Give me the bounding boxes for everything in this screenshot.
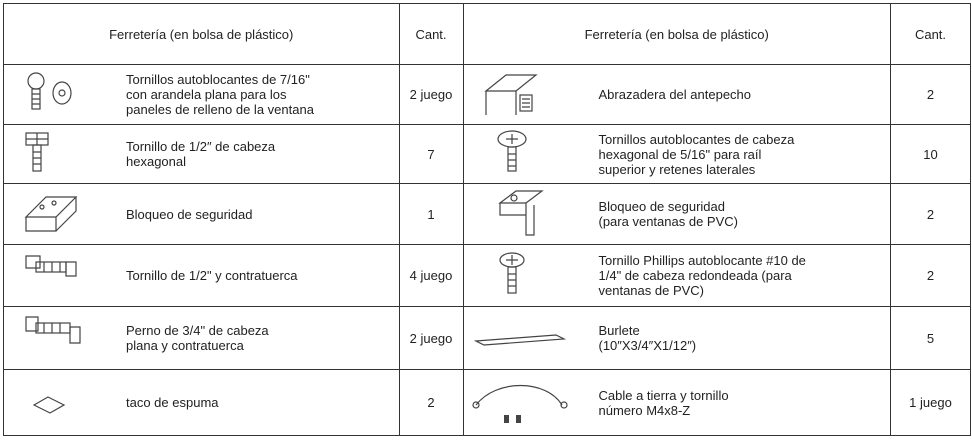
description-line: Tornillo de 1/2″ de cabeza <box>126 139 276 154</box>
description-line: Perno de 3/4" de cabeza <box>126 323 269 338</box>
description-line: Tornillo de 1/2" y contratuerca <box>126 268 298 283</box>
description: Tornillos autoblocantes de 7/16" con aran… <box>114 64 400 125</box>
row: Perno de 3/4" de cabeza plana y contratue… <box>3 306 971 370</box>
hardware-icon <box>497 189 544 236</box>
hardware-icon <box>483 74 538 115</box>
hardware-icon <box>498 252 525 294</box>
hardware-icon <box>25 315 81 344</box>
quantity: 1 juego <box>890 369 971 436</box>
icon-cell <box>462 183 584 245</box>
description: taco de espuma <box>114 369 400 436</box>
hardware-icon <box>471 385 568 423</box>
description-line: con arandela plana para los <box>126 87 287 102</box>
quantity: 2 <box>890 64 971 125</box>
description-line: Tornillos autoblocantes de 7/16" <box>126 72 310 87</box>
description-line: Tornillos autoblocantes de cabeza <box>598 131 795 147</box>
description-line: superior y retenes laterales <box>598 161 756 177</box>
hardware-icon <box>25 255 77 277</box>
hardware-icon <box>24 195 78 232</box>
icon-cell <box>3 369 114 436</box>
description-line: Tornillo Phillips autoblocante #10 de <box>598 253 806 268</box>
description-line: paneles de relleno de la ventana <box>126 102 314 117</box>
description: Burlete (10″X3/4″X1/12″) <box>583 306 891 370</box>
header-row: Ferretería (en bolsa de plástico) Cant. … <box>3 3 971 65</box>
hardware-icon <box>25 131 49 172</box>
description: Tornillo de 1/2" y contratuerca <box>114 244 400 307</box>
quantity: 2 juego <box>398 64 464 125</box>
icon-cell <box>3 244 114 307</box>
icon-cell <box>462 306 584 370</box>
description-line: 1/4" de cabeza redondeada (para <box>598 268 792 283</box>
description-line: Bloqueo de seguridad <box>598 199 726 214</box>
description: Tornillos autoblocantes de cabeza hexagon… <box>583 124 891 184</box>
description: Perno de 3/4" de cabeza plana y contratue… <box>114 306 400 370</box>
description-line: ventanas de PVC) <box>598 283 705 298</box>
hardware-table: Ferretería (en bolsa de plástico) Cant. … <box>3 3 971 436</box>
quantity: 5 <box>890 306 971 370</box>
hardware-icon <box>32 396 66 414</box>
description: Bloqueo de seguridad (para ventanas de PV… <box>583 183 891 245</box>
row: Tornillo de 1/2″ de cabeza hexagonal 7 Torn… <box>3 124 971 184</box>
quantity: 1 <box>398 183 464 245</box>
quantity: 2 juego <box>398 306 464 370</box>
description-line: Cable a tierra y tornillo <box>598 387 729 403</box>
icon-cell <box>462 369 584 436</box>
header-cell: Ferretería (en bolsa de plástico) <box>3 3 400 65</box>
icon-cell <box>3 183 114 245</box>
description-line: Bloqueo de seguridad <box>126 206 253 222</box>
description-line: número M4x8-Z <box>598 402 691 418</box>
description: Tornillo de 1/2″ de cabeza hexagonal <box>114 124 400 184</box>
description-line: taco de espuma <box>126 395 219 410</box>
row: Tornillos autoblocantes de 7/16" con aran… <box>3 64 971 125</box>
icon-cell <box>462 124 584 184</box>
header-cell: Cant. <box>890 3 971 65</box>
description: Abrazadera del antepecho <box>583 64 891 125</box>
row: Tornillo de 1/2" y contratuerca 4 juego To… <box>3 244 971 307</box>
header-cell: Cant. <box>398 3 464 65</box>
description: Bloqueo de seguridad <box>114 183 400 245</box>
row: Bloqueo de seguridad 1 Bloqueo de segurida… <box>3 183 971 245</box>
row: taco de espuma 2 Cable a tierra y tornillo… <box>3 369 971 436</box>
hardware-icon <box>27 72 72 110</box>
icon-cell <box>462 64 584 125</box>
description-line: Burlete <box>598 323 640 338</box>
description-line: (para ventanas de PVC) <box>598 214 738 229</box>
description-line: hexagonal <box>126 154 186 169</box>
hardware-icon <box>473 333 566 346</box>
quantity: 7 <box>398 124 464 184</box>
quantity: 10 <box>890 124 971 184</box>
quantity: 4 juego <box>398 244 464 307</box>
quantity: 2 <box>398 369 464 436</box>
description: Cable a tierra y tornillo número M4x8-Z <box>583 369 891 436</box>
description-line: plana y contratuerca <box>126 338 244 353</box>
quantity: 2 <box>890 183 971 245</box>
hardware-icon <box>496 129 527 172</box>
description-line: hexagonal de 5/16" para raíl <box>598 146 762 162</box>
description-line: Abrazadera del antepecho <box>598 87 752 102</box>
icon-cell <box>3 64 114 125</box>
description-line: (10″X3/4″X1/12″) <box>598 338 697 353</box>
icon-cell <box>3 306 114 370</box>
quantity: 2 <box>890 244 971 307</box>
icon-cell <box>462 244 584 307</box>
description: Tornillo Phillips autoblocante #10 de 1/4… <box>583 244 891 307</box>
header-cell: Ferretería (en bolsa de plástico) <box>462 3 891 65</box>
icon-cell <box>3 124 114 184</box>
